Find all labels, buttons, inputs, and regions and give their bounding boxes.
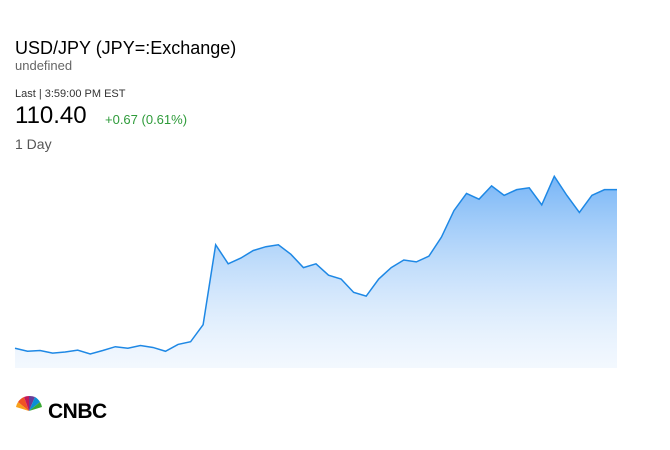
subtitle: undefined <box>15 58 73 73</box>
instrument-title: USD/JPY (JPY=:Exchange) <box>15 38 237 58</box>
logo-peacock <box>16 395 42 411</box>
period[interactable]: 1 Day <box>15 136 52 152</box>
price-change: +0.67 (0.61%) <box>105 112 188 127</box>
area-fill <box>15 176 617 368</box>
logo-text[interactable]: CNBC <box>48 400 107 423</box>
price-line <box>14 174 617 355</box>
last-price: 110.40 <box>15 102 87 129</box>
last-time: Last | 3:59:00 PM EST <box>15 88 126 100</box>
